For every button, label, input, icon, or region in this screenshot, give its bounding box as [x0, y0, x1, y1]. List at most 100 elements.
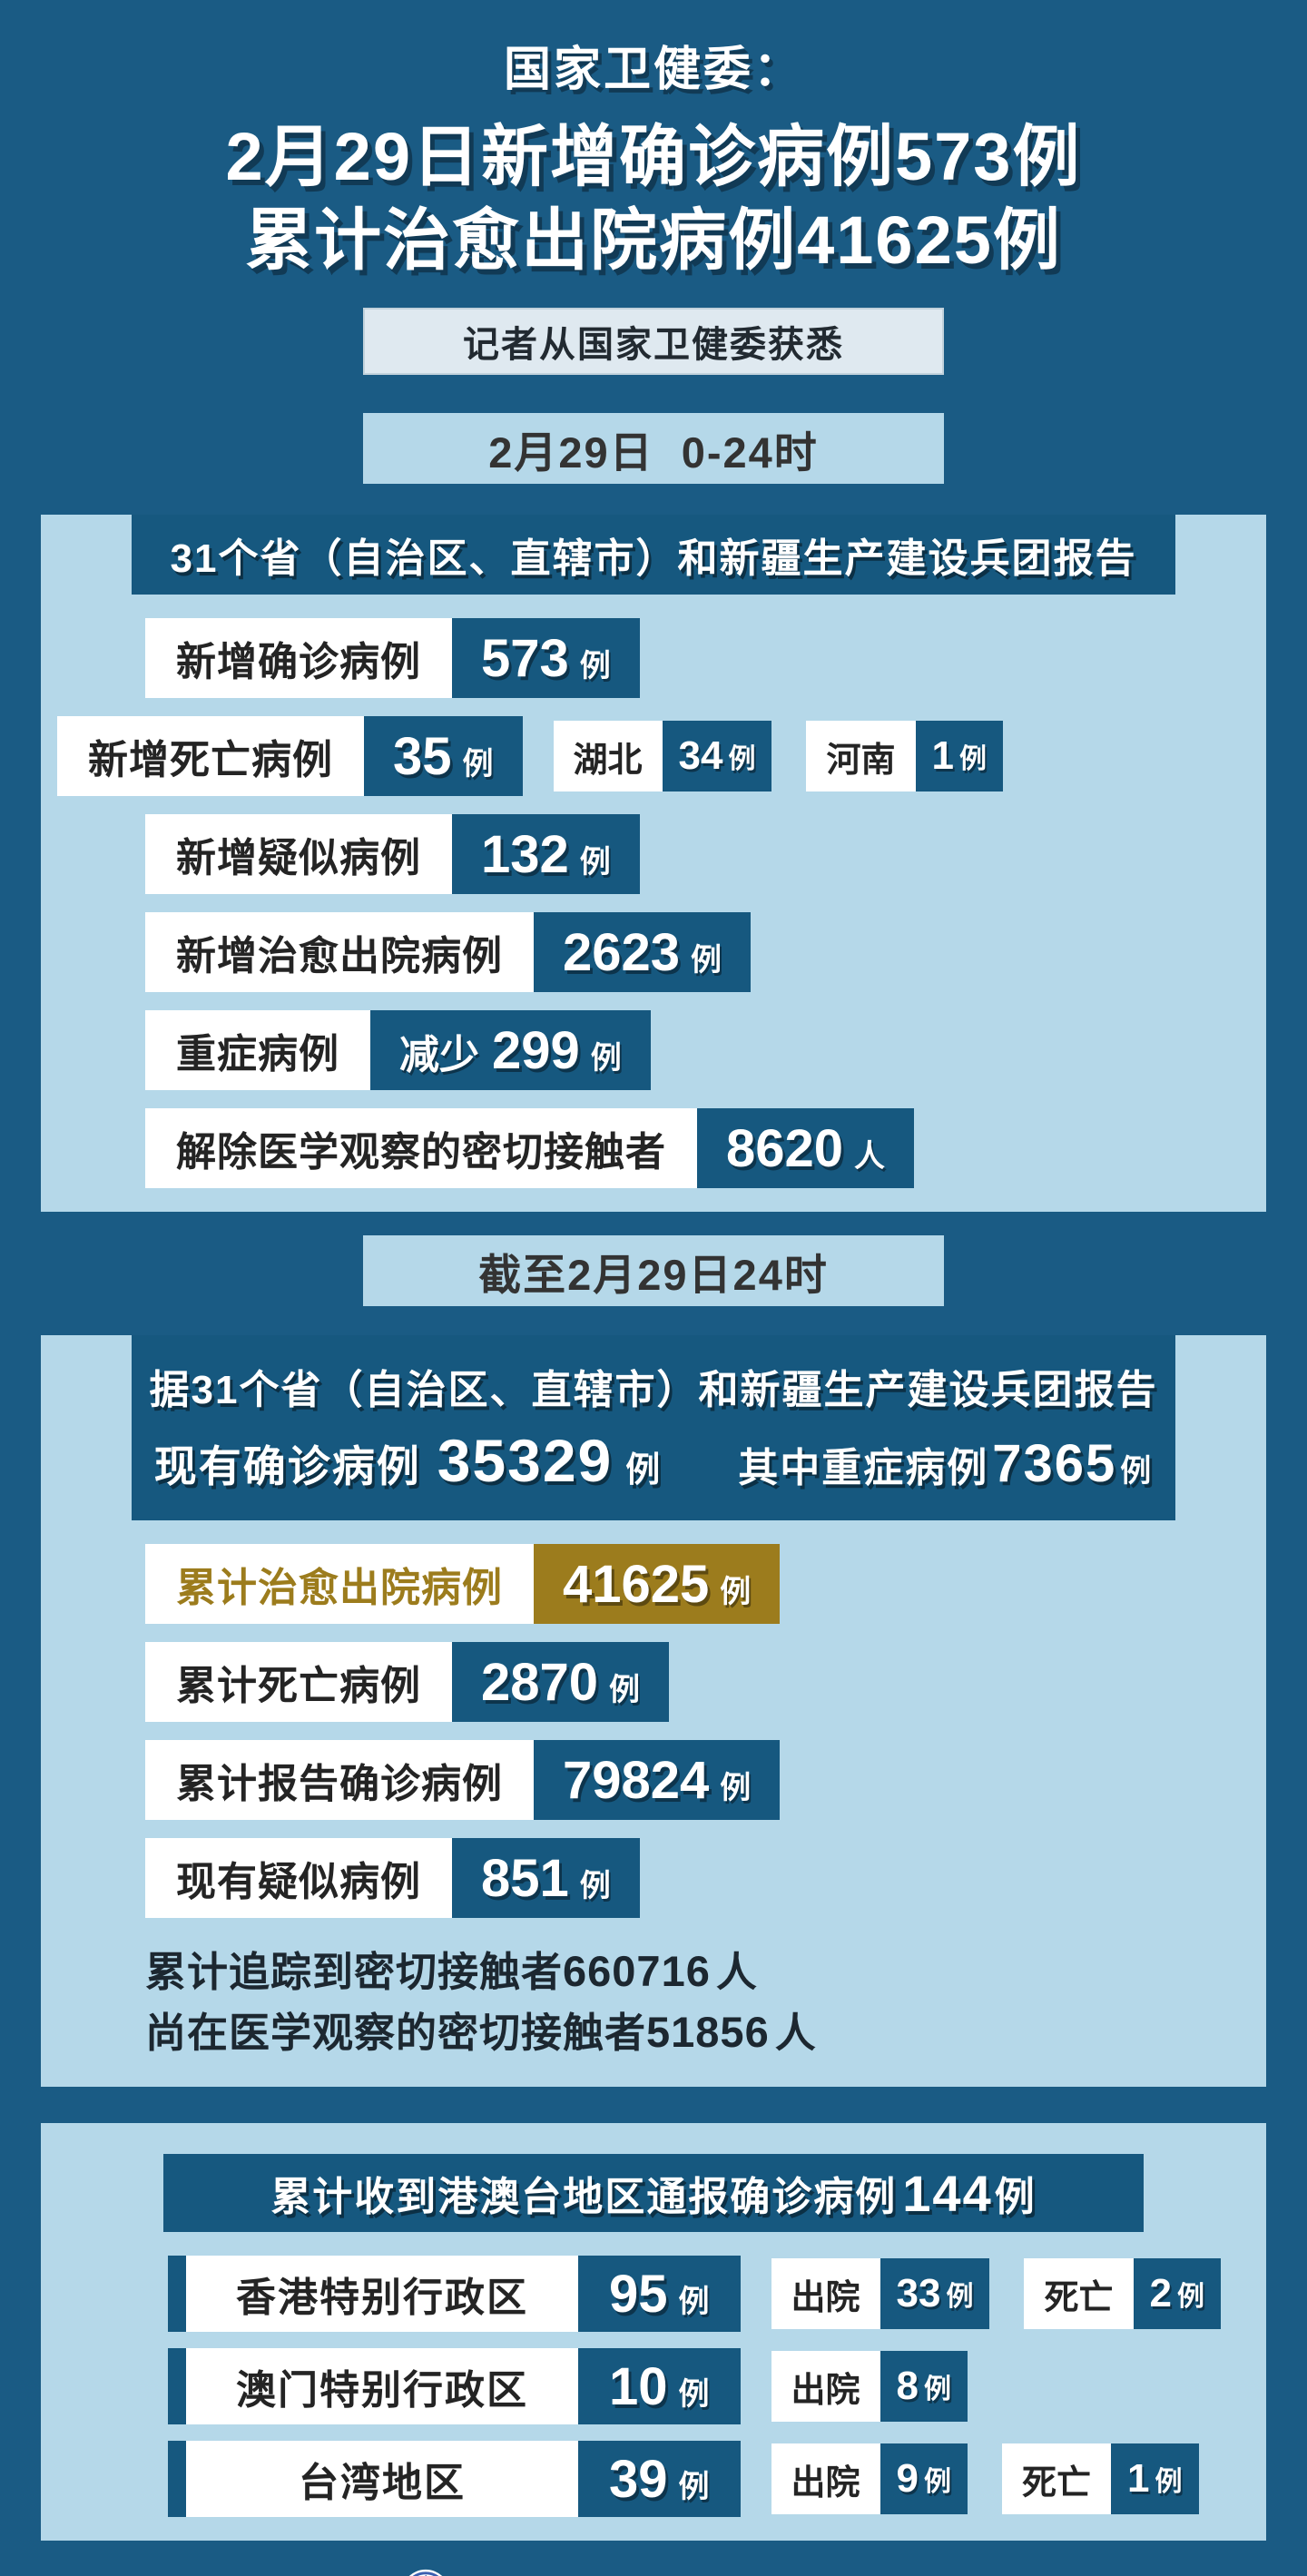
stat-row-current-suspected: 现有疑似病例 851 例 [145, 1838, 1266, 1918]
region-value-box: 95 例 [578, 2256, 741, 2332]
region-value: 39 [609, 2449, 668, 2509]
tab-daily-period: 2月29日 0-24时 [363, 413, 944, 484]
current-confirmed-unit: 例 [625, 1451, 663, 1490]
severe-label: 其中重症病例 [738, 1446, 989, 1490]
stat-value-box: 减少 299 例 [370, 1010, 651, 1090]
region-value-box: 10 例 [578, 2348, 741, 2424]
panel-daily: 31个省（自治区、直辖市）和新疆生产建设兵团报告 新增确诊病例 573 例 新增死… [41, 515, 1266, 1212]
region-unit: 例 [678, 2284, 710, 2319]
discharged-label: 出院 [771, 2351, 880, 2422]
discharged-value-box: 33 例 [880, 2258, 990, 2329]
main-title: 2月29日新增确诊病例573例 累计治愈出院病例41625例 [0, 115, 1307, 282]
stat-value: 132 [481, 824, 569, 884]
detail-label: 湖北 [553, 721, 663, 791]
region-name: 澳门特别行政区 [186, 2348, 578, 2424]
note-value: 51856 [646, 2008, 770, 2056]
deaths-unit: 例 [1176, 2282, 1204, 2312]
discharged-value: 8 [896, 2364, 919, 2408]
agency-kicker: 国家卫健委： [503, 44, 803, 96]
panel-cumulative: 据31个省（自治区、直辖市）和新疆生产建设兵团报告 现有确诊病例 35329 例 其中… [41, 1335, 1266, 2087]
region-value: 10 [609, 2356, 668, 2416]
region-name: 香港特别行政区 [186, 2256, 578, 2332]
detail-value-box: 34 例 [662, 721, 772, 791]
stat-unit: 例 [579, 1868, 611, 1903]
note-traced-contacts: 累计追踪到密切接触者660716 人 [145, 1942, 1266, 2002]
stat-label: 新增确诊病例 [145, 618, 452, 698]
banner-report-line: 据31个省（自治区、直辖市）和新疆生产建设兵团报告 [149, 1368, 1158, 1412]
discharged-unit: 例 [924, 2374, 952, 2404]
detail-value: 1 [931, 733, 954, 778]
stat-label: 解除医学观察的密切接触者 [145, 1108, 697, 1188]
stat-label: 累计死亡病例 [145, 1642, 452, 1722]
discharged-unit: 例 [924, 2467, 952, 2497]
note-under-observation: 尚在医学观察的密切接触者51856 人 [145, 2002, 1266, 2063]
note-value: 660716 [563, 1947, 711, 1995]
stat-row-new-suspected: 新增疑似病例 132 例 [145, 814, 1266, 894]
stat-prefix: 减少 [399, 1032, 479, 1077]
region-accent-bar [168, 2441, 186, 2517]
current-confirmed-value: 35329 [437, 1427, 614, 1494]
deaths-value: 2 [1149, 2271, 1172, 2315]
stat-value: 851 [481, 1848, 569, 1908]
stat-value: 41625 [563, 1554, 710, 1614]
stat-unit: 例 [579, 844, 611, 880]
regions-banner-text: 累计收到港澳台地区通报确诊病例 [270, 2175, 898, 2219]
stat-row-cumulative-deaths: 累计死亡病例 2870 例 [145, 1642, 1266, 1722]
stat-label: 累计报告确诊病例 [145, 1740, 534, 1820]
title-line-1: 2月29日新增确诊病例573例 [225, 119, 1082, 194]
current-confirmed-label: 现有确诊病例 [153, 1442, 421, 1490]
deaths-value: 1 [1127, 2456, 1150, 2501]
banner-current-cases-line: 现有确诊病例 35329 例其中重症病例 7365 例 [154, 1426, 1154, 1495]
stat-row-released-observation: 解除医学观察的密切接触者 8620 人 [145, 1108, 1266, 1188]
banner-regions-total: 累计收到港澳台地区通报确诊病例 144 例 [163, 2154, 1144, 2232]
stat-value: 79824 [563, 1750, 710, 1810]
note-text: 累计追踪到密切接触者 [145, 1949, 564, 1995]
severe-value: 7365 [992, 1434, 1117, 1493]
stat-value: 2623 [563, 922, 681, 982]
region-value-box: 39 例 [578, 2441, 741, 2517]
detail-unit: 例 [728, 744, 756, 774]
stat-unit: 例 [609, 1672, 641, 1707]
stat-value-box: 79824 例 [534, 1740, 781, 1820]
stat-unit: 例 [590, 1040, 622, 1076]
stat-label: 重症病例 [145, 1010, 370, 1090]
severe-unit: 例 [1120, 1454, 1154, 1489]
discharged-label: 出院 [771, 2258, 880, 2329]
stat-unit: 例 [579, 648, 611, 683]
stat-value-box: 2870 例 [452, 1642, 670, 1722]
stat-value-box: 35 例 [364, 716, 523, 796]
deaths-label: 死亡 [1024, 2258, 1134, 2329]
note-unit: 人 [715, 1949, 758, 1995]
stat-label: 累计治愈出院病例 [145, 1544, 534, 1624]
stat-unit: 例 [720, 1574, 752, 1609]
discharged-unit: 例 [946, 2282, 974, 2312]
stat-label: 新增疑似病例 [145, 814, 452, 894]
source-note-box: 记者从国家卫健委获悉 [363, 308, 944, 375]
stat-value-box: 41625 例 [534, 1544, 781, 1624]
discharged-value: 9 [896, 2456, 919, 2501]
banner-daily-report: 31个省（自治区、直辖市）和新疆生产建设兵团报告 [132, 515, 1175, 595]
region-name: 台湾地区 [186, 2441, 578, 2517]
stat-label: 新增治愈出院病例 [145, 912, 534, 992]
detail-unit: 例 [958, 744, 987, 774]
stat-value: 573 [481, 628, 569, 688]
stat-value-box: 851 例 [452, 1838, 640, 1918]
regions-banner-unit: 例 [994, 2175, 1037, 2219]
stat-row-cumulative-cured: 累计治愈出院病例 41625 例 [145, 1544, 1266, 1624]
deaths-unit: 例 [1155, 2467, 1183, 2497]
note-text: 尚在医学观察的密切接触者 [145, 2010, 647, 2056]
